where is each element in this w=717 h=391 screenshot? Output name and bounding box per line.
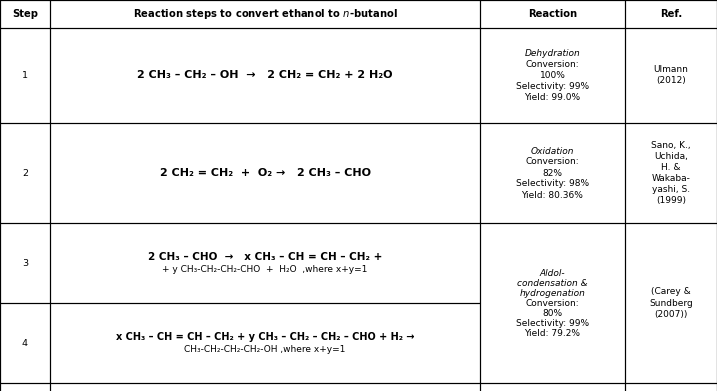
- Text: Conversion:: Conversion:: [526, 298, 579, 307]
- Text: 2 CH₃ – CH₂ – OH  →   2 CH₂ = CH₂ + 2 H₂O: 2 CH₃ – CH₂ – OH → 2 CH₂ = CH₂ + 2 H₂O: [137, 70, 393, 81]
- Text: Sundberg: Sundberg: [649, 298, 693, 307]
- Text: 1: 1: [22, 71, 28, 80]
- Text: 82%: 82%: [543, 169, 563, 178]
- Text: Reaction steps to convert ethanol to $n$-butanol: Reaction steps to convert ethanol to $n$…: [133, 7, 397, 21]
- Text: Yield: 99.0%: Yield: 99.0%: [524, 93, 581, 102]
- Text: Selectivity: 99%: Selectivity: 99%: [516, 82, 589, 91]
- Bar: [50, 303, 480, 383]
- Bar: [50, 123, 480, 223]
- Text: CH₃-CH₂-CH₂-CH₂-OH ,where x+y=1: CH₃-CH₂-CH₂-CH₂-OH ,where x+y=1: [184, 345, 346, 354]
- Text: Conversion:: Conversion:: [526, 60, 579, 69]
- Text: Ref.: Ref.: [660, 9, 682, 19]
- Bar: [0, 303, 50, 383]
- Bar: [0, 28, 50, 123]
- Bar: [625, 383, 717, 391]
- Text: + y CH₃-CH₂-CH₂-CHO  +  H₂O  ,where x+y=1: + y CH₃-CH₂-CH₂-CHO + H₂O ,where x+y=1: [162, 265, 368, 274]
- Text: Reaction: Reaction: [528, 9, 577, 19]
- Text: 80%: 80%: [543, 308, 563, 317]
- Bar: [0, 123, 50, 223]
- Text: Ulmann: Ulmann: [654, 66, 688, 75]
- Bar: [50, 383, 480, 391]
- Text: condensation &: condensation &: [517, 278, 588, 287]
- Bar: [625, 0, 717, 28]
- Bar: [480, 223, 625, 383]
- Text: (1999): (1999): [656, 196, 686, 205]
- Bar: [480, 383, 625, 391]
- Text: x CH₃ – CH = CH – CH₂ + y CH₃ – CH₂ – CH₂ – CHO + H₂ →: x CH₃ – CH = CH – CH₂ + y CH₃ – CH₂ – CH…: [115, 332, 414, 341]
- Text: Sano, K.,: Sano, K.,: [651, 141, 690, 150]
- Text: 2 CH₃ – CHO  →   x CH₃ – CH = CH – CH₂ +: 2 CH₃ – CHO → x CH₃ – CH = CH – CH₂ +: [148, 251, 382, 262]
- Text: (Carey &: (Carey &: [651, 287, 691, 296]
- Text: Oxidation: Oxidation: [531, 147, 574, 156]
- Text: 4: 4: [22, 339, 28, 348]
- Text: Uchida,: Uchida,: [654, 152, 688, 161]
- Text: Aldol-: Aldol-: [540, 269, 565, 278]
- Bar: [625, 28, 717, 123]
- Text: Selectivity: 99%: Selectivity: 99%: [516, 319, 589, 328]
- Bar: [0, 223, 50, 303]
- Text: Conversion:: Conversion:: [526, 158, 579, 167]
- Bar: [0, 0, 50, 28]
- Text: Wakaba-: Wakaba-: [652, 174, 690, 183]
- Text: (2012): (2012): [656, 77, 686, 86]
- Text: Yield: 80.36%: Yield: 80.36%: [521, 190, 584, 199]
- Text: (2007)): (2007)): [655, 310, 688, 319]
- Bar: [480, 123, 625, 223]
- Text: H. &: H. &: [661, 163, 680, 172]
- Text: Yield: 79.2%: Yield: 79.2%: [525, 328, 581, 337]
- Text: Selectivity: 98%: Selectivity: 98%: [516, 179, 589, 188]
- Text: 3: 3: [22, 258, 28, 267]
- Text: 2: 2: [22, 169, 28, 178]
- Text: yashi, S.: yashi, S.: [652, 185, 690, 194]
- Bar: [480, 0, 625, 28]
- Bar: [0, 383, 50, 391]
- Bar: [50, 223, 480, 303]
- Text: Dehydration: Dehydration: [525, 49, 580, 58]
- Bar: [50, 28, 480, 123]
- Bar: [50, 0, 480, 28]
- Bar: [480, 28, 625, 123]
- Bar: [625, 123, 717, 223]
- Text: hydrogenation: hydrogenation: [520, 289, 586, 298]
- Text: 100%: 100%: [540, 71, 566, 80]
- Text: Step: Step: [12, 9, 38, 19]
- Bar: [625, 223, 717, 383]
- Text: 2 CH₂ = CH₂  +  O₂ →   2 CH₃ – CHO: 2 CH₂ = CH₂ + O₂ → 2 CH₃ – CHO: [159, 168, 371, 178]
